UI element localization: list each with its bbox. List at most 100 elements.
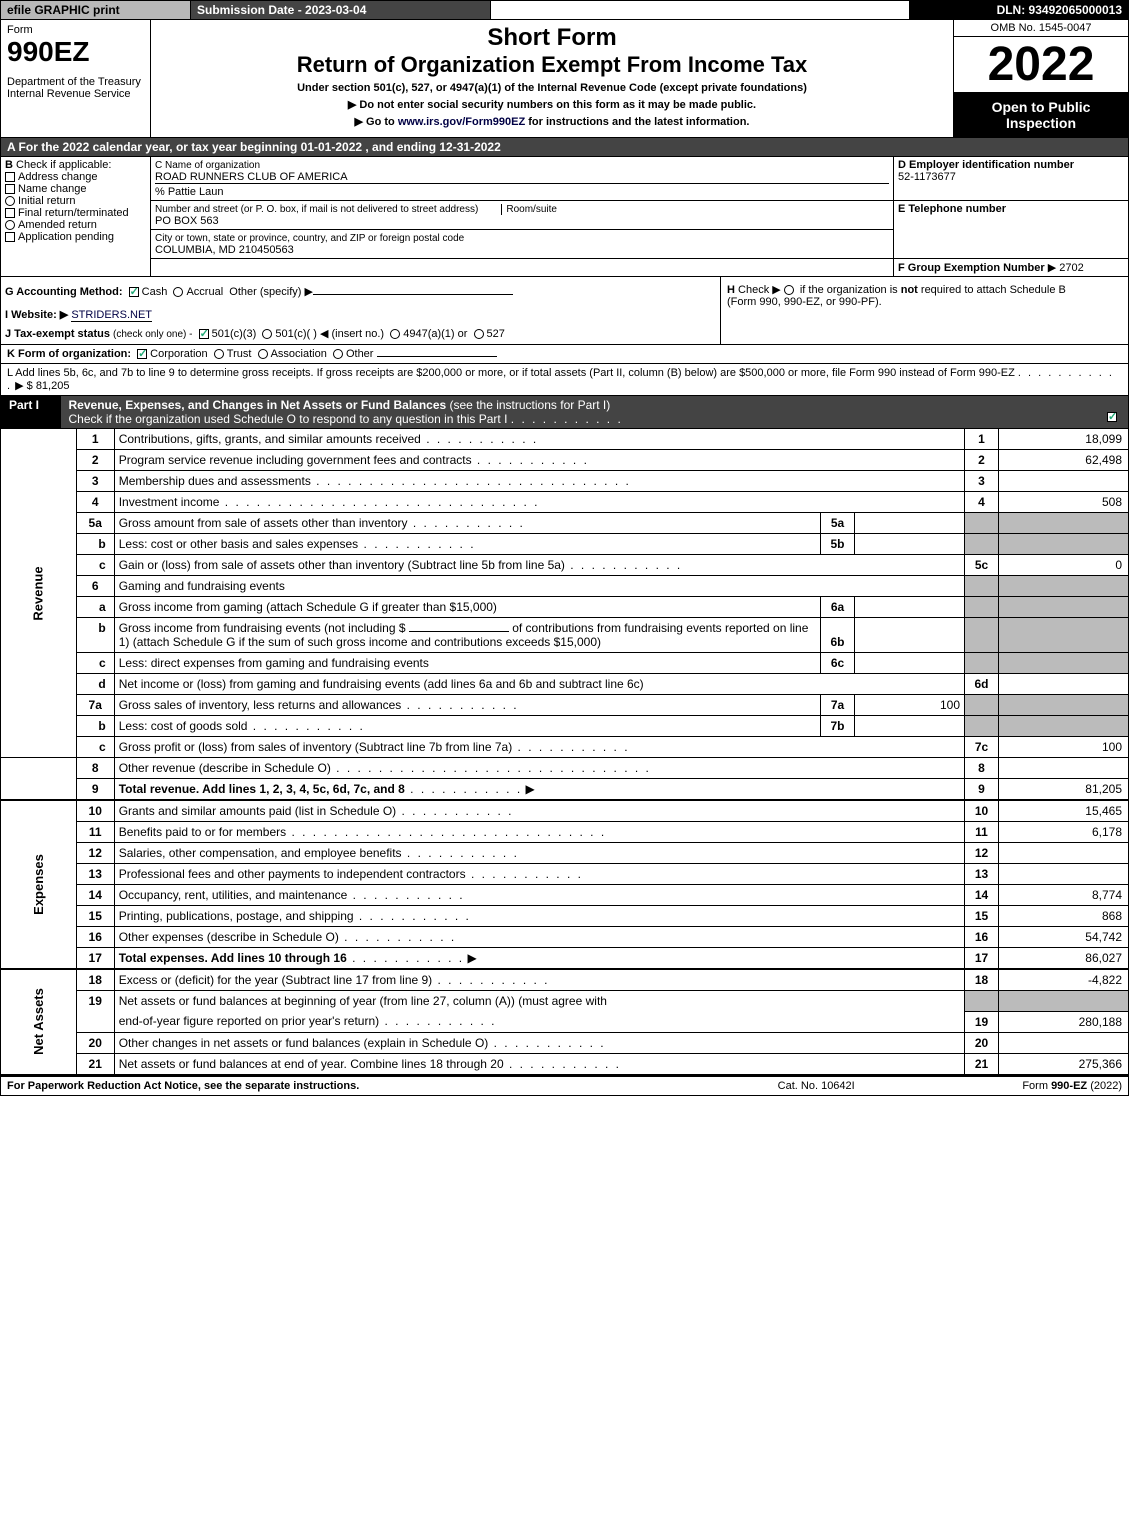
lbl-4947: 4947(a)(1) or	[403, 328, 467, 340]
chk-527[interactable]	[474, 329, 484, 339]
section-d: D Employer identification number 52-1173…	[894, 157, 1129, 201]
l13-val	[999, 864, 1129, 885]
l13-text: Professional fees and other payments to …	[119, 867, 466, 881]
l5a-desc: Gross amount from sale of assets other t…	[114, 513, 820, 534]
l14-num: 14	[76, 885, 114, 906]
financial-table: Revenue 1 Contributions, gifts, grants, …	[0, 429, 1129, 1075]
chk-501c3[interactable]	[199, 329, 209, 339]
top-bar: efile GRAPHIC print Submission Date - 20…	[0, 0, 1129, 20]
org-name: ROAD RUNNERS CLUB OF AMERICA	[155, 171, 348, 183]
part1-label: Part I	[1, 396, 61, 429]
l18-text: Excess or (deficit) for the year (Subtra…	[119, 973, 432, 987]
l1-key: 1	[965, 429, 999, 450]
l12-key: 12	[965, 843, 999, 864]
ein-value: 52-1173677	[898, 171, 956, 183]
l6-num: 6	[76, 576, 114, 597]
l5c-val: 0	[999, 555, 1129, 576]
lbl-app-pending: Application pending	[18, 231, 114, 243]
l12-val	[999, 843, 1129, 864]
l3-key: 3	[965, 471, 999, 492]
l7a-sk: 7a	[821, 695, 855, 716]
irs-link[interactable]: www.irs.gov/Form990EZ	[398, 116, 525, 128]
l7b-text: Less: cost of goods sold	[119, 719, 248, 733]
l5a-text: Gross amount from sale of assets other t…	[119, 516, 408, 530]
l4-key: 4	[965, 492, 999, 513]
chk-sched-o[interactable]	[1107, 412, 1117, 422]
l13-desc: Professional fees and other payments to …	[114, 864, 964, 885]
l7b-key-grey	[965, 716, 999, 737]
h-text4: (Form 990, 990-EZ, or 990-PF).	[727, 296, 882, 308]
l13-key: 13	[965, 864, 999, 885]
submission-date: Submission Date - 2023-03-04	[191, 1, 491, 20]
lbl-room: Room/suite	[501, 204, 557, 215]
l19-num: 19	[76, 991, 114, 1033]
header-center: Short Form Return of Organization Exempt…	[151, 20, 954, 138]
subtitle: Under section 501(c), 527, or 4947(a)(1)…	[157, 82, 947, 94]
chk-address-change[interactable]	[5, 172, 15, 182]
l21-key: 21	[965, 1053, 999, 1074]
l17-desc: Total expenses. Add lines 10 through 16 …	[114, 948, 964, 970]
l4-val: 508	[999, 492, 1129, 513]
omb-number: OMB No. 1545-0047	[954, 20, 1128, 37]
l20-val	[999, 1032, 1129, 1053]
l13-num: 13	[76, 864, 114, 885]
chk-app-pending[interactable]	[5, 232, 15, 242]
chk-name-change[interactable]	[5, 184, 15, 194]
header-right: OMB No. 1545-0047 2022 Open to Public In…	[954, 20, 1129, 138]
instr-goto-pre: Go to	[366, 116, 398, 128]
section-g-i-j: G Accounting Method: Cash Accrual Other …	[1, 277, 721, 345]
chk-amended-return[interactable]	[5, 220, 15, 230]
section-l: L Add lines 5b, 6c, and 7b to line 9 to …	[0, 364, 1129, 396]
l6-key-grey	[965, 576, 999, 597]
chk-assoc[interactable]	[258, 349, 268, 359]
chk-4947[interactable]	[390, 329, 400, 339]
l7c-desc: Gross profit or (loss) from sales of inv…	[114, 737, 964, 758]
l2-num: 2	[76, 450, 114, 471]
l17-val: 86,027	[999, 948, 1129, 970]
l5b-num: b	[76, 534, 114, 555]
lbl-cash: Cash	[142, 286, 168, 298]
chk-final-return[interactable]	[5, 208, 15, 218]
h-not: not	[901, 284, 918, 296]
tax-year: 2022	[954, 37, 1128, 93]
chk-other-org[interactable]	[333, 349, 343, 359]
lbl-501c: 501(c)( ) ◀ (insert no.)	[275, 328, 384, 340]
section-c-city: City or town, state or province, country…	[151, 230, 894, 259]
l14-text: Occupancy, rent, utilities, and maintena…	[119, 888, 348, 902]
l6-val-grey	[999, 576, 1129, 597]
l6c-val-grey	[999, 653, 1129, 674]
section-h: H Check ▶ if the organization is not req…	[721, 277, 1129, 345]
l6a-val-grey	[999, 597, 1129, 618]
l15-desc: Printing, publications, postage, and shi…	[114, 906, 964, 927]
footer-left-text: For Paperwork Reduction Act Notice, see …	[7, 1080, 359, 1092]
section-k: K Form of organization: Corporation Trus…	[0, 345, 1129, 364]
addr-value: PO BOX 563	[155, 215, 219, 227]
l6b-sv	[855, 618, 965, 653]
l6a-sv	[855, 597, 965, 618]
instr-ssn-text: Do not enter social security numbers on …	[359, 99, 756, 111]
lbl-amended-return: Amended return	[18, 219, 97, 231]
dln: DLN: 93492065000013	[909, 1, 1129, 20]
chk-corp[interactable]	[137, 349, 147, 359]
l4-desc: Investment income	[114, 492, 964, 513]
chk-initial-return[interactable]	[5, 196, 15, 206]
l16-text: Other expenses (describe in Schedule O)	[119, 930, 339, 944]
vert-revenue: Revenue	[1, 429, 77, 758]
vert-netassets: Net Assets	[1, 969, 77, 1074]
l9-val: 81,205	[999, 779, 1129, 801]
l10-val: 15,465	[999, 800, 1129, 822]
vert-expenses: Expenses	[1, 800, 77, 969]
l10-desc: Grants and similar amounts paid (list in…	[114, 800, 964, 822]
chk-accrual[interactable]	[173, 287, 183, 297]
chk-501c[interactable]	[262, 329, 272, 339]
l3-desc: Membership dues and assessments	[114, 471, 964, 492]
l19-text2: end-of-year figure reported on prior yea…	[119, 1014, 379, 1028]
chk-trust[interactable]	[214, 349, 224, 359]
footer-center: Cat. No. 10642I	[727, 1076, 904, 1096]
lbl-accrual: Accrual	[186, 286, 223, 298]
chk-cash[interactable]	[129, 287, 139, 297]
website-link[interactable]: STRIDERS.NET	[71, 309, 152, 322]
l6a-desc: Gross income from gaming (attach Schedul…	[114, 597, 820, 618]
l21-desc: Net assets or fund balances at end of ye…	[114, 1053, 964, 1074]
chk-h[interactable]	[784, 285, 794, 295]
